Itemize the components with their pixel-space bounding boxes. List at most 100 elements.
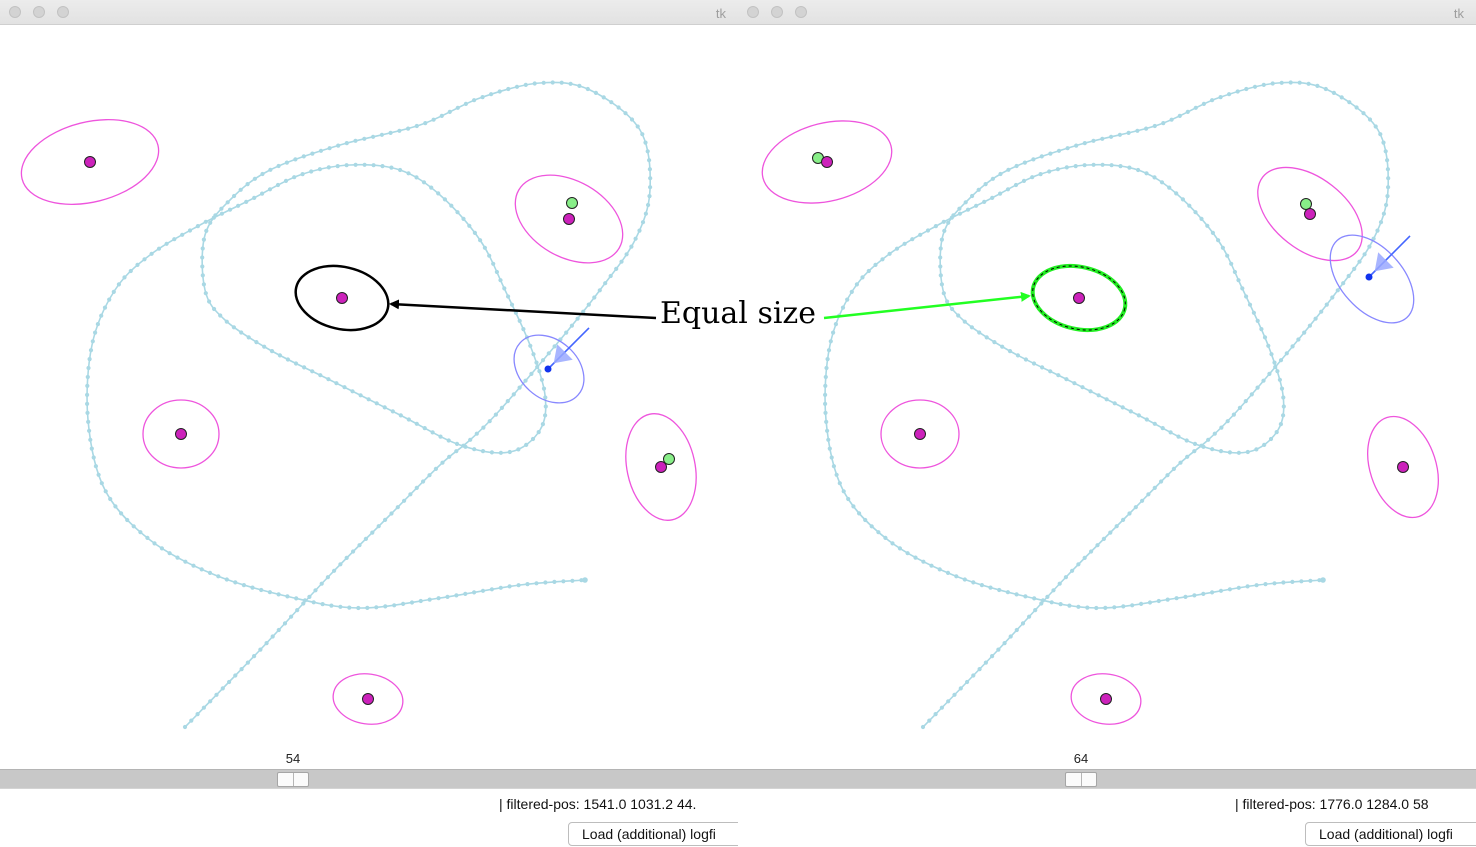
load-logfile-button[interactable]: Load (additional) logfi <box>568 822 738 846</box>
slider-thumb[interactable] <box>1065 772 1097 787</box>
trajectory-point <box>846 496 851 502</box>
trajectory-point <box>227 679 232 685</box>
trajectory-point <box>863 517 868 523</box>
trajectory-point <box>365 605 370 611</box>
trajectory-point <box>1165 473 1170 478</box>
trajectory-point <box>358 393 363 398</box>
trajectory-point <box>543 395 548 400</box>
trajectory-point <box>1254 447 1259 452</box>
trajectory-point <box>1262 335 1268 340</box>
landmark-point <box>336 292 348 304</box>
trajectory-point <box>293 157 298 162</box>
trajectory-point <box>201 282 206 287</box>
trajectory-point <box>245 660 250 665</box>
trajectory-point <box>383 517 388 523</box>
trajectory-point <box>921 559 926 564</box>
trajectory-point <box>438 434 443 439</box>
trajectory-point <box>568 81 573 86</box>
trajectory-point <box>575 316 580 321</box>
zoom-window-button[interactable] <box>795 6 807 18</box>
trajectory-point <box>971 673 976 678</box>
trajectory-point <box>564 330 569 335</box>
trajectory-point <box>1254 583 1259 588</box>
trajectory-point <box>332 568 337 573</box>
landmark-covariance-ellipse <box>20 119 160 205</box>
trajectory-point <box>942 228 947 233</box>
slider-thumb[interactable] <box>277 772 309 787</box>
trajectory-point <box>1114 524 1119 529</box>
trajectory-point <box>85 410 90 415</box>
trajectory-point <box>534 581 539 586</box>
trajectory-point <box>1281 395 1286 400</box>
zoom-window-button[interactable] <box>57 6 69 18</box>
trajectory-point <box>541 80 546 85</box>
trajectory-point <box>643 211 649 216</box>
trajectory-point <box>1031 361 1037 366</box>
trajectory-point <box>1058 602 1063 607</box>
trajectory-point <box>854 282 859 287</box>
trajectory-point <box>1367 117 1373 122</box>
slam-map-canvas[interactable] <box>0 26 738 752</box>
trajectory-point <box>1275 369 1280 374</box>
trajectory-point <box>954 574 959 579</box>
trajectory-point <box>320 602 325 607</box>
trajectory-point <box>219 206 224 211</box>
trajectory-point <box>1152 421 1157 426</box>
trajectory-point <box>516 447 521 452</box>
trajectory-point <box>216 574 221 579</box>
trajectory-point <box>187 228 193 233</box>
trajectory-point <box>258 647 263 652</box>
window-title: tk <box>715 6 726 21</box>
trajectory-point <box>96 472 101 477</box>
trajectory-point <box>990 176 995 181</box>
close-window-button[interactable] <box>9 6 21 18</box>
trajectory-point <box>313 588 318 593</box>
close-window-button[interactable] <box>747 6 759 18</box>
trajectory-point <box>131 524 136 529</box>
trajectory-point <box>988 585 993 590</box>
trajectory-point <box>609 100 614 105</box>
trajectory-point <box>525 582 530 587</box>
trajectory-point <box>350 389 355 394</box>
trajectory-point <box>301 154 306 159</box>
trajectory-point <box>1023 357 1028 362</box>
trajectory-point <box>1262 442 1267 447</box>
trajectory-point <box>883 535 888 541</box>
window-title: tk <box>1453 6 1464 21</box>
trajectory-point <box>552 579 557 585</box>
landmark-covariance-ellipse <box>880 399 960 469</box>
trajectory-point <box>1201 591 1206 597</box>
trajectory-point <box>977 330 982 335</box>
minimize-window-button[interactable] <box>33 6 45 18</box>
load-logfile-button[interactable]: Load (additional) logfi <box>1305 822 1476 846</box>
trajectory-point <box>1339 95 1344 100</box>
trajectory-point <box>963 200 968 205</box>
trajectory-point <box>180 232 185 237</box>
minimize-window-button[interactable] <box>771 6 783 18</box>
trajectory-point <box>502 286 507 291</box>
trajectory-point <box>317 167 322 172</box>
trajectory-point <box>212 306 217 312</box>
trajectory-point <box>455 105 460 110</box>
trajectory-point <box>825 428 830 433</box>
trajectory-point <box>1266 343 1271 348</box>
trajectory-point <box>1227 587 1232 592</box>
trajectory-point <box>338 604 343 609</box>
trajectory-path <box>824 81 1390 728</box>
slam-map-canvas[interactable] <box>738 26 1476 752</box>
time-slider[interactable] <box>738 769 1476 789</box>
observed-landmark-point <box>566 197 578 209</box>
tk-window-left: tk 54 | filtered-pos: 1541.0 1031.2 44. … <box>0 0 738 847</box>
time-slider[interactable] <box>0 769 738 789</box>
trajectory-point <box>1261 378 1266 383</box>
trajectory-point <box>200 255 205 260</box>
trajectory-point <box>1033 608 1038 613</box>
trajectory-point <box>1076 562 1081 567</box>
trajectory-point <box>517 318 522 323</box>
trajectory-point <box>86 365 91 371</box>
trajectory-point <box>142 257 147 262</box>
trajectory-point <box>829 455 834 460</box>
trajectory-point <box>1022 160 1027 165</box>
trajectory-point <box>521 327 526 332</box>
trajectory-point <box>827 446 832 451</box>
